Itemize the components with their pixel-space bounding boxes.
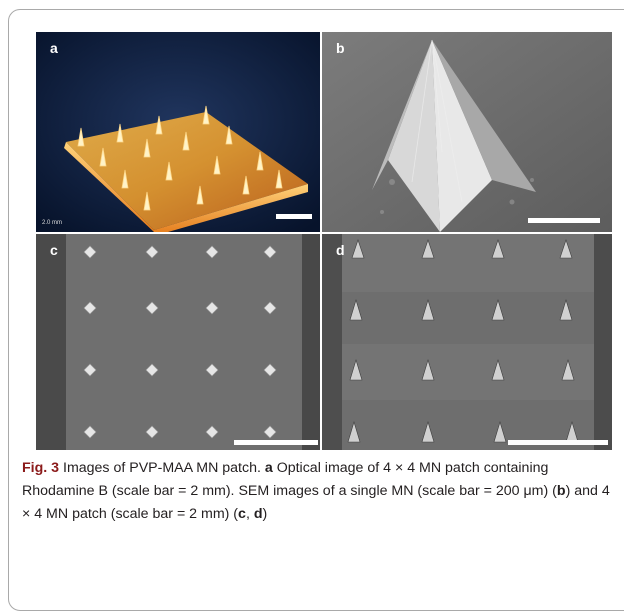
- figure-number: Fig. 3: [22, 460, 60, 476]
- panel-b-sem-single: b: [322, 32, 612, 232]
- caption-text-1: Images of PVP-MAA MN patch.: [59, 460, 265, 476]
- sem-patch-c-image: [36, 234, 320, 450]
- panel-d-sem-patch: d: [322, 234, 612, 450]
- caption-ref-a: a: [264, 460, 273, 476]
- caption-ref-b: b: [556, 483, 566, 499]
- optical-image: [36, 32, 320, 232]
- panel-c-sem-patch: c: [36, 234, 320, 450]
- figure-caption: Fig. 3 Images of PVP-MAA MN patch. a Opt…: [22, 457, 612, 526]
- caption-text-5: ): [262, 506, 268, 522]
- panel-c-scale-bar: [234, 440, 318, 445]
- panel-a-scale-text: 2.0 mm: [42, 220, 63, 226]
- sem-single-image: [322, 32, 612, 232]
- panel-c-label: c: [50, 242, 58, 258]
- panel-d-scale-bar: [508, 440, 608, 445]
- caption-text-4: ,: [245, 506, 254, 522]
- caption-text-2: Optical image of 4 × 4 MN patch containi…: [22, 460, 557, 499]
- panel-a-scale-bar: [276, 214, 312, 219]
- sem-patch-d-image: [322, 234, 612, 450]
- caption-ref-d: d: [253, 506, 263, 522]
- panel-b-scale-bar: [528, 218, 600, 223]
- panel-a-optical-image: a 2.0 mm: [36, 32, 320, 232]
- caption-ref-c: c: [238, 506, 246, 522]
- caption-text-3: ) and 4 × 4 MN patch (scale bar = 2 mm) …: [22, 483, 610, 522]
- panel-b-label: b: [336, 40, 345, 56]
- panel-a-label: a: [50, 40, 58, 56]
- panel-d-label: d: [336, 242, 345, 258]
